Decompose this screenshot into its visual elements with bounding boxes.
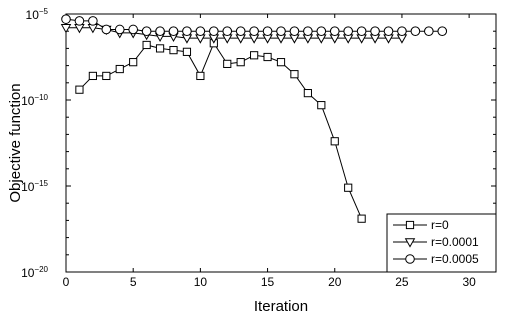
x-tick-labels: 0 5 10 15 20 25 30 [63,275,476,289]
data-point-square [142,40,151,50]
y-axis-label: Objective function [7,83,24,202]
data-point-triangle [316,34,327,44]
data-point-circle [303,26,313,37]
data-point-circle [155,26,165,37]
data-point-circle [235,26,246,37]
data-point-circle [329,26,340,37]
x-tick-label: 5 [130,275,137,289]
y-tick-label: 10−5 [26,7,49,22]
data-point-square [75,85,84,94]
data-point-triangle [342,34,354,44]
data-point-square [102,71,111,81]
data-point-square [405,220,415,230]
data-series [60,14,448,223]
x-tick-label: 10 [194,275,208,289]
legend-label-r00005: r=0.0005 [431,252,479,266]
data-point-triangle [221,34,233,44]
data-point-circle [222,26,233,37]
data-point-triangle [396,34,408,44]
data-point-circle [61,14,71,24]
data-point-square [317,101,326,110]
series-2 [61,14,448,37]
data-point-circle [195,26,206,37]
data-point-square [330,137,339,146]
data-point-triangle [383,34,394,44]
data-point-square [276,58,286,67]
y-tick-label: 10−20 [21,265,48,280]
data-point-square [129,58,138,67]
x-tick-label: 15 [261,275,275,289]
data-point-circle [262,26,273,37]
data-point-circle [101,24,112,35]
data-point-circle [141,26,152,37]
y-tick-labels: 10−20 10−15 10−10 10−5 [21,7,48,280]
x-tick-label: 0 [63,275,70,289]
legend-label-r00001: r=0.0001 [431,235,479,249]
data-point-square [182,47,192,56]
data-point-square [169,46,178,55]
data-point-triangle [181,34,193,44]
plot-frame [65,13,497,273]
data-point-circle [383,26,394,37]
y-tick-label: 10−10 [21,93,48,108]
data-point-circle [276,26,286,37]
data-point-circle [410,26,421,37]
data-point-triangle [195,34,206,44]
data-point-circle [343,26,353,37]
data-point-circle [128,24,138,35]
data-point-triangle [329,34,341,44]
data-point-triangle [235,34,246,44]
data-point-triangle [302,34,314,44]
data-point-circle [209,26,219,37]
data-point-square [236,58,245,67]
data-point-triangle [60,24,72,34]
data-point-square [344,183,353,192]
data-point-square [155,44,165,53]
data-point-circle [405,254,415,264]
data-point-circle [437,26,448,37]
data-point-circle [424,26,434,37]
data-point-triangle [356,34,367,44]
legend-box [386,213,497,273]
legend: r=0 r=0.0001 r=0.0005 [386,213,497,273]
series-line [79,42,363,219]
data-point-square [196,71,205,81]
x-tick-label: 25 [395,275,409,289]
data-point-triangle [248,34,260,44]
data-point-square [223,59,232,68]
series-0 [75,39,366,223]
data-point-circle [289,26,300,37]
x-tick-label: 30 [462,275,476,289]
data-point-triangle [262,34,273,44]
legend-marks [393,220,427,264]
data-point-triangle [275,34,287,44]
data-point-square [290,70,299,79]
data-point-triangle [369,34,381,44]
data-point-circle [88,16,98,26]
data-point-circle [316,26,327,37]
x-tick-label: 20 [328,275,342,289]
data-point-triangle [404,238,416,248]
series-1 [60,24,408,44]
data-point-square [115,64,124,74]
legend-label-r0: r=0 [431,218,449,232]
data-point-circle [168,26,179,37]
data-point-circle [182,26,192,37]
data-point-square [303,89,312,98]
x-axis-label: Iteration [254,298,308,315]
data-point-circle [114,24,125,35]
y-tick-label: 10−15 [21,179,48,194]
data-point-square [357,214,366,223]
data-point-square [250,51,259,60]
data-point-circle [249,26,259,37]
data-point-circle [370,26,380,37]
data-point-circle [74,16,85,26]
data-point-triangle [74,24,85,34]
data-point-circle [397,26,407,37]
data-point-square [88,71,97,81]
data-point-square [263,52,272,62]
data-point-triangle [289,34,300,44]
data-point-circle [356,26,367,37]
